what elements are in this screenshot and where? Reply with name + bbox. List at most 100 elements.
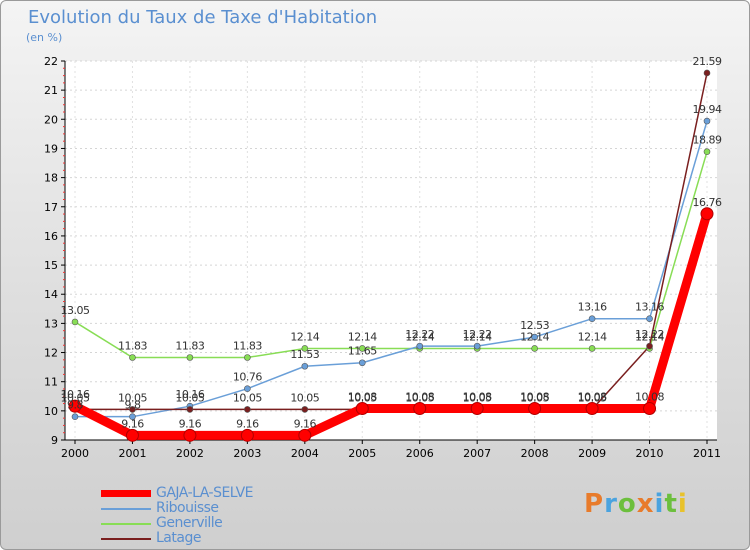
data-label-ribouisse: 13.16 <box>578 301 607 314</box>
data-point-latage <box>646 342 653 350</box>
data-label-latage: 12.22 <box>635 328 664 341</box>
data-point-generville <box>244 354 251 361</box>
plot-area <box>65 61 717 440</box>
data-point-gaja-la-selve <box>68 399 82 413</box>
data-label-ribouisse: 12.22 <box>463 328 492 341</box>
x-tick-label: 2005 <box>348 447 376 460</box>
data-label-gaja-la-selve: 9.16 <box>121 417 144 430</box>
data-point-gaja-la-selve <box>298 428 312 442</box>
data-label-gaja-la-selve: 10.08 <box>578 391 607 404</box>
x-tick-label: 2003 <box>233 447 261 460</box>
data-label-ribouisse: 10.76 <box>233 371 262 384</box>
y-tick-label: 12 <box>44 347 58 360</box>
data-label-ribouisse: 10.16 <box>175 388 204 401</box>
data-label-gaja-la-selve: 10.08 <box>463 391 492 404</box>
data-point-generville <box>358 345 366 352</box>
y-tick-label: 10 <box>44 405 58 418</box>
data-label-latage: 10.05 <box>348 391 377 404</box>
y-tick-label: 20 <box>44 113 58 126</box>
data-label-generville: 12.14 <box>348 330 377 343</box>
y-tick-label: 9 <box>51 434 58 447</box>
y-tick-label: 15 <box>44 259 58 272</box>
data-point-ribouisse <box>71 413 79 420</box>
data-label-gaja-la-selve: 10.08 <box>348 391 377 404</box>
data-label-gaja-la-selve: 10.08 <box>635 391 664 404</box>
data-label-latage: 10.05 <box>233 391 262 404</box>
data-point-latage <box>703 69 711 77</box>
series-line-gaja-la-selve <box>72 212 712 440</box>
data-point-latage <box>186 406 194 413</box>
data-point-ribouisse <box>646 315 653 323</box>
data-point-gaja-la-selve <box>643 402 657 416</box>
data-label-generville: 13.05 <box>61 304 90 317</box>
data-point-ribouisse <box>358 359 366 367</box>
data-point-ribouisse <box>129 413 136 420</box>
data-point-generville <box>531 345 538 352</box>
y-tick-label: 19 <box>44 142 58 155</box>
x-tick-label: 2008 <box>521 447 549 460</box>
y-tick-label: 17 <box>44 201 58 214</box>
data-label-generville: 12.14 <box>635 330 664 343</box>
data-label-generville: 18.89 <box>693 134 722 147</box>
chart-title: Evolution du Taux de Taxe d'Habitation <box>28 7 378 28</box>
y-tick-label: 14 <box>44 288 58 301</box>
data-point-generville <box>129 354 136 361</box>
data-label-latage: 10.05 <box>520 391 549 404</box>
x-tick-label: 2002 <box>176 447 204 460</box>
data-label-gaja-la-selve: 9.16 <box>236 417 259 430</box>
data-point-ribouisse <box>301 362 309 370</box>
data-point-gaja-la-selve <box>413 402 427 416</box>
y-tick-label: 22 <box>44 55 58 68</box>
data-point-ribouisse <box>473 342 481 350</box>
data-label-generville: 12.14 <box>290 330 319 343</box>
data-point-gaja-la-selve <box>125 428 139 442</box>
data-point-ribouisse <box>588 315 596 323</box>
data-point-gaja-la-selve <box>700 207 714 221</box>
y-tick-label: 11 <box>44 376 58 389</box>
x-tick-label: 2004 <box>291 447 319 460</box>
data-point-ribouisse <box>703 117 711 125</box>
y-tick-label: 16 <box>44 230 58 243</box>
data-label-generville: 11.83 <box>118 339 147 352</box>
data-label-ribouisse: 9.8 <box>67 399 83 412</box>
data-label-gaja-la-selve: 10.08 <box>405 391 434 404</box>
data-label-generville: 12.14 <box>578 330 607 343</box>
data-point-latage <box>301 406 309 413</box>
legend-label-gaja: GAJA-LA-SELVE <box>156 485 254 501</box>
legend-swatch-generville <box>101 523 151 525</box>
data-point-generville <box>301 345 309 352</box>
data-label-ribouisse: 12.53 <box>520 319 549 332</box>
data-label-ribouisse: 11.65 <box>348 345 377 358</box>
data-label-latage: 10.05 <box>290 391 319 404</box>
legend-swatch-ribouisse <box>101 508 151 510</box>
x-tick-label: 2000 <box>61 447 89 460</box>
legend-swatch-gaja <box>101 490 151 497</box>
chart-subtitle: (en %) <box>26 31 63 44</box>
y-tick-label: 21 <box>44 84 58 97</box>
data-label-ribouisse: 11.53 <box>290 348 319 361</box>
data-label-generville: 12.14 <box>405 330 434 343</box>
series-line-ribouisse <box>75 120 708 418</box>
data-label-ribouisse: 12.22 <box>405 328 434 341</box>
data-label-latage: 10.05 <box>118 391 147 404</box>
data-point-gaja-la-selve <box>528 402 542 416</box>
data-label-gaja-la-selve: 9.16 <box>294 417 317 430</box>
legend-label-latage: Latage <box>156 530 201 546</box>
data-point-gaja-la-selve <box>183 428 197 442</box>
data-label-generville: 11.83 <box>233 339 262 352</box>
data-label-latage: 10.05 <box>463 391 492 404</box>
data-point-generville <box>186 354 194 361</box>
data-label-latage: 10.05 <box>405 391 434 404</box>
data-label-ribouisse: 9.8 <box>124 399 140 412</box>
data-point-ribouisse <box>416 342 424 350</box>
x-tick-label: 2006 <box>406 447 434 460</box>
data-label-generville: 12.14 <box>463 330 492 343</box>
data-point-latage <box>244 406 251 413</box>
data-label-ribouisse: 13.16 <box>635 301 664 314</box>
data-label-latage: 10.05 <box>61 391 90 404</box>
series-line-generville <box>74 151 708 359</box>
data-point-generville <box>71 318 79 326</box>
x-tick-label: 2007 <box>463 447 491 460</box>
